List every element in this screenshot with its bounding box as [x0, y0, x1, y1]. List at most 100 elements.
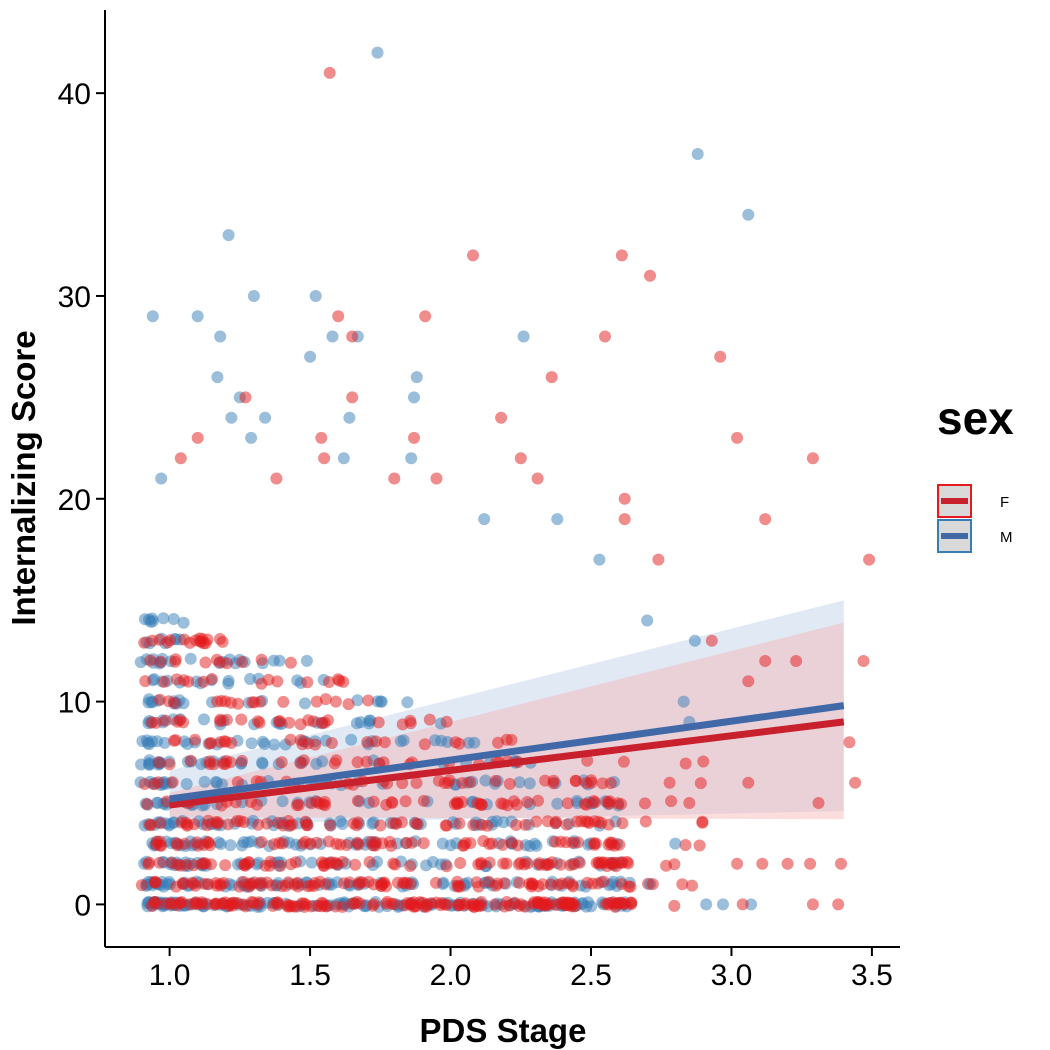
- data-point-f: [148, 778, 161, 791]
- data-point-f: [569, 774, 582, 787]
- y-axis-title: Internalizing Score: [5, 330, 42, 625]
- data-point-f: [276, 837, 289, 850]
- data-point-f: [408, 431, 420, 444]
- data-point-f: [639, 815, 652, 828]
- data-point-f: [282, 815, 295, 827]
- data-point-f: [216, 635, 229, 648]
- data-point-f: [430, 876, 442, 889]
- data-point-f: [233, 880, 246, 893]
- data-point-m: [300, 654, 313, 667]
- data-point-f: [604, 777, 617, 790]
- data-point-f: [679, 757, 692, 770]
- data-point-f: [279, 879, 292, 892]
- data-point-f: [336, 900, 349, 913]
- data-point-f: [255, 653, 268, 666]
- data-point-f: [404, 860, 417, 872]
- data-point-f: [731, 857, 744, 870]
- data-point-f: [849, 776, 862, 789]
- data-point-f: [486, 837, 498, 850]
- data-point-f: [239, 900, 252, 913]
- data-point-f: [449, 736, 462, 749]
- data-point-f: [512, 858, 525, 871]
- data-point-f: [275, 756, 288, 769]
- data-point-f: [377, 756, 390, 769]
- data-point-m: [309, 290, 322, 302]
- data-point-f: [451, 875, 464, 888]
- data-point-m: [138, 613, 151, 626]
- data-point-f: [505, 733, 518, 746]
- data-point-f: [187, 877, 200, 890]
- data-point-f: [159, 714, 172, 727]
- data-point-m: [222, 674, 235, 687]
- data-point-f: [398, 899, 411, 912]
- fit-line-m: [169, 702, 845, 803]
- data-point-f: [442, 777, 455, 789]
- data-point-f: [545, 371, 558, 384]
- data-point-f: [541, 815, 554, 828]
- data-point-f: [319, 693, 332, 706]
- data-point-f: [513, 876, 526, 889]
- data-point-f: [835, 857, 847, 870]
- data-point-f: [454, 857, 467, 869]
- data-point-f: [315, 896, 328, 909]
- data-point-f: [218, 735, 231, 748]
- data-point-f: [325, 737, 338, 749]
- data-point-f: [291, 876, 304, 889]
- data-point-f: [212, 816, 224, 829]
- data-point-f: [351, 756, 364, 769]
- data-point-m: [717, 898, 729, 911]
- legend-item-f: F: [937, 484, 1009, 518]
- data-point-f: [149, 875, 162, 888]
- data-point-m: [641, 614, 654, 627]
- data-point-f: [153, 633, 166, 646]
- data-point-f: [652, 553, 665, 566]
- legend-title: sex: [937, 392, 1014, 444]
- data-point-f: [391, 876, 404, 889]
- data-point-f: [219, 758, 232, 770]
- data-point-f: [389, 858, 401, 871]
- data-point-f: [531, 472, 544, 485]
- data-point-m: [222, 229, 235, 242]
- y-tick-label: 20: [58, 484, 91, 517]
- data-point-f: [417, 794, 430, 807]
- data-point-f: [201, 898, 214, 911]
- data-point-f: [482, 875, 495, 888]
- data-point-f: [154, 839, 166, 852]
- data-point-m: [256, 735, 269, 748]
- data-point-f: [362, 694, 375, 707]
- data-point-f: [599, 330, 611, 343]
- data-point-f: [495, 411, 508, 424]
- data-point-f: [217, 877, 230, 889]
- x-tick-label: 1.0: [149, 959, 191, 992]
- data-point-f: [694, 777, 707, 790]
- data-point-f: [283, 900, 296, 913]
- data-point-f: [459, 837, 472, 849]
- data-point-f: [385, 839, 398, 852]
- data-point-f: [168, 697, 181, 709]
- x-ticks: 1.0 1.5 2.0 2.5 3.0 3.5: [149, 947, 893, 992]
- data-point-f: [476, 818, 488, 831]
- data-point-f: [742, 776, 755, 789]
- data-point-m: [191, 310, 204, 323]
- data-point-f: [322, 835, 335, 848]
- data-point-f: [177, 877, 190, 890]
- data-point-m: [374, 695, 387, 708]
- data-point-f: [271, 675, 284, 688]
- data-point-m: [478, 513, 491, 526]
- data-point-f: [488, 898, 501, 911]
- data-point-f: [601, 795, 614, 808]
- data-point-m: [405, 452, 418, 465]
- data-point-f: [573, 856, 586, 869]
- data-point-f: [353, 878, 366, 891]
- data-point-f: [297, 897, 310, 910]
- data-point-f: [453, 817, 466, 830]
- data-point-f: [410, 777, 423, 789]
- data-point-f: [503, 777, 516, 790]
- data-point-f: [274, 715, 286, 728]
- data-point-f: [174, 896, 187, 909]
- data-point-f: [274, 859, 287, 872]
- data-point-f: [304, 879, 317, 892]
- data-point-f: [239, 859, 252, 872]
- data-point-f: [492, 736, 504, 749]
- data-point-m: [299, 697, 311, 710]
